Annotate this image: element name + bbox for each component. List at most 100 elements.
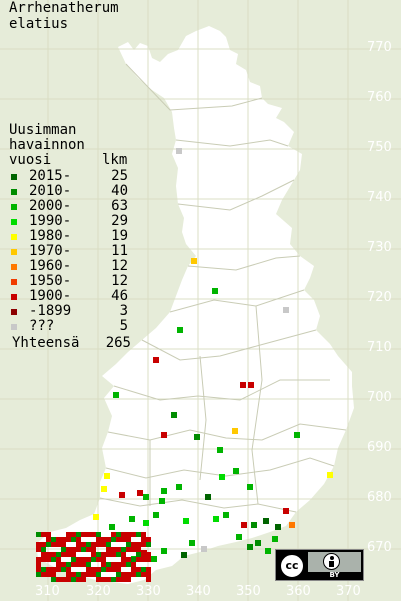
observation-square xyxy=(93,514,99,520)
observation-square xyxy=(71,547,76,552)
observation-square xyxy=(101,567,106,572)
observation-square xyxy=(146,552,151,557)
observation-square xyxy=(41,572,46,577)
observation-square xyxy=(101,562,106,567)
legend-count: 5 xyxy=(119,318,128,334)
observation-square xyxy=(272,536,278,542)
observation-square xyxy=(101,577,106,582)
observation-square xyxy=(294,432,300,438)
observation-squares xyxy=(36,148,333,582)
observation-square xyxy=(248,382,254,388)
observation-square xyxy=(126,557,131,562)
observation-square xyxy=(176,148,182,154)
northing-label: 770 xyxy=(367,40,392,55)
northing-label: 750 xyxy=(367,140,392,155)
observation-square xyxy=(177,327,183,333)
easting-label: 370 xyxy=(336,584,361,599)
observation-square xyxy=(91,552,96,557)
observation-square xyxy=(66,577,71,582)
legend-count: 19 xyxy=(111,228,128,244)
observation-square xyxy=(76,532,81,537)
species-name-epithet: elatius xyxy=(9,16,69,32)
observation-square xyxy=(247,544,253,550)
observation-square xyxy=(36,542,41,547)
observation-square xyxy=(131,547,136,552)
observation-square xyxy=(66,532,71,537)
legend-count: 40 xyxy=(111,183,128,199)
observation-square xyxy=(106,577,111,582)
observation-square xyxy=(111,577,116,582)
observation-square xyxy=(116,537,121,542)
legend-count: 29 xyxy=(111,213,128,229)
observation-square xyxy=(71,562,76,567)
observation-square xyxy=(176,484,182,490)
observation-square xyxy=(101,557,106,562)
observation-square xyxy=(76,572,81,577)
cc-by-license-badge[interactable]: cc BY xyxy=(275,549,364,581)
observation-square xyxy=(119,492,125,498)
observation-square xyxy=(146,537,151,542)
observation-square xyxy=(106,562,111,567)
legend-period: 1970- xyxy=(29,243,72,259)
observation-square xyxy=(111,562,116,567)
observation-square xyxy=(71,532,76,537)
observation-square xyxy=(81,547,86,552)
legend-row: 1900- 46 xyxy=(9,289,134,304)
observation-square xyxy=(113,392,119,398)
observation-square xyxy=(205,494,211,500)
legend-title-line2: havainnon xyxy=(9,137,85,153)
observation-square xyxy=(171,412,177,418)
observation-square xyxy=(121,572,126,577)
observation-square xyxy=(61,537,66,542)
observation-square xyxy=(161,488,167,494)
northing-label: 670 xyxy=(367,540,392,555)
cc-by-text: BY xyxy=(329,571,340,579)
legend-header: vuosi lkm xyxy=(9,153,129,168)
observation-square xyxy=(51,542,56,547)
observation-square xyxy=(146,577,151,582)
observation-square xyxy=(51,572,56,577)
observation-square xyxy=(86,562,91,567)
observation-square xyxy=(76,562,81,567)
observation-square xyxy=(46,532,51,537)
observation-square xyxy=(106,552,111,557)
observation-square xyxy=(41,547,46,552)
observation-square xyxy=(76,577,81,582)
observation-square xyxy=(289,522,295,528)
observation-square xyxy=(143,520,149,526)
observation-square xyxy=(191,258,197,264)
legend-count: 11 xyxy=(111,243,128,259)
observation-square xyxy=(111,537,116,542)
observation-square xyxy=(159,498,165,504)
observation-square xyxy=(131,562,136,567)
legend-color-swatch xyxy=(11,309,17,315)
observation-square xyxy=(116,562,121,567)
observation-square xyxy=(106,542,111,547)
attribution-person-icon xyxy=(323,553,340,570)
observation-square xyxy=(247,484,253,490)
observation-square xyxy=(106,547,111,552)
legend-period: ??? xyxy=(29,318,55,334)
observation-square xyxy=(111,547,116,552)
observation-square xyxy=(283,307,289,313)
observation-square xyxy=(327,472,333,478)
region-borders xyxy=(99,63,347,513)
observation-square xyxy=(213,516,219,522)
observation-square xyxy=(236,534,242,540)
observation-square xyxy=(136,552,141,557)
observation-square xyxy=(189,540,195,546)
observation-square xyxy=(86,572,91,577)
legend-row: 1980- 19 xyxy=(9,229,134,244)
observation-square xyxy=(86,557,91,562)
observation-square xyxy=(91,547,96,552)
observation-square xyxy=(86,532,91,537)
observation-square xyxy=(153,357,159,363)
observation-square xyxy=(141,552,146,557)
observation-square xyxy=(137,490,143,496)
legend-count: 12 xyxy=(111,258,128,274)
legend-period: 1950- xyxy=(29,273,72,289)
observation-square xyxy=(91,542,96,547)
observation-square xyxy=(56,562,61,567)
legend-color-swatch xyxy=(11,189,17,195)
